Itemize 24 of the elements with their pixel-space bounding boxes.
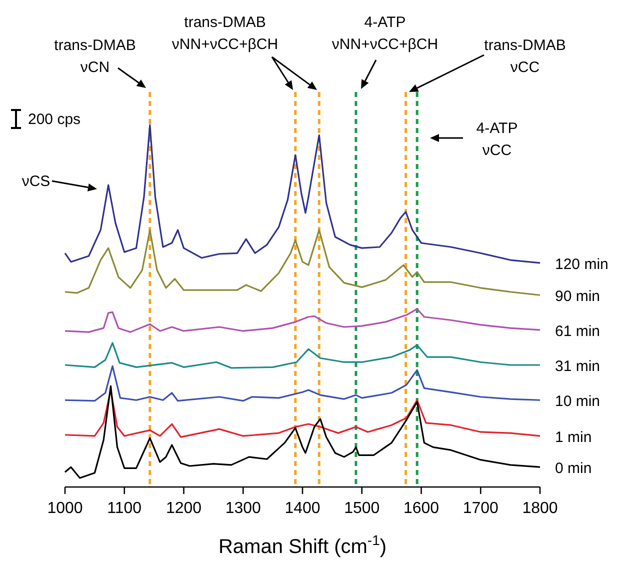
series-label: 61 min [555, 322, 600, 340]
series-label: 1 min [555, 428, 592, 446]
x-axis-title: Raman Shift (cm$^{-1}$) [218, 532, 387, 558]
annotation: 200 cps [28, 111, 81, 128]
x-tick-label: 1300 [225, 500, 262, 517]
x-tick-label: 1000 [47, 500, 83, 517]
x-tick-label: 1800 [522, 500, 558, 517]
text: νCS [22, 173, 50, 190]
x-tick-label: 1400 [284, 500, 320, 517]
x-tick-label: 1600 [403, 500, 440, 517]
series-label: 31 min [555, 358, 600, 376]
x-tick-label: 1500 [344, 500, 380, 517]
series-label: 120 min [555, 256, 608, 273]
text: trans-DMAB νCC [484, 37, 566, 76]
series-label: 90 min [555, 288, 600, 306]
x-tick-label: 1100 [107, 500, 142, 517]
x-tick-label: 1200 [166, 500, 202, 517]
x-tick-label: 1700 [462, 500, 499, 517]
text: trans-DMAB νNN+νCC+βCH [172, 14, 278, 53]
series-label: 10 min [555, 393, 600, 410]
annotation: 4-ATP νCC [476, 120, 518, 159]
text: trans-DMAB νCN [54, 37, 136, 76]
series-label: 0 min [555, 460, 592, 478]
text: 4-ATP νNN+νCC+βCH [332, 14, 438, 53]
